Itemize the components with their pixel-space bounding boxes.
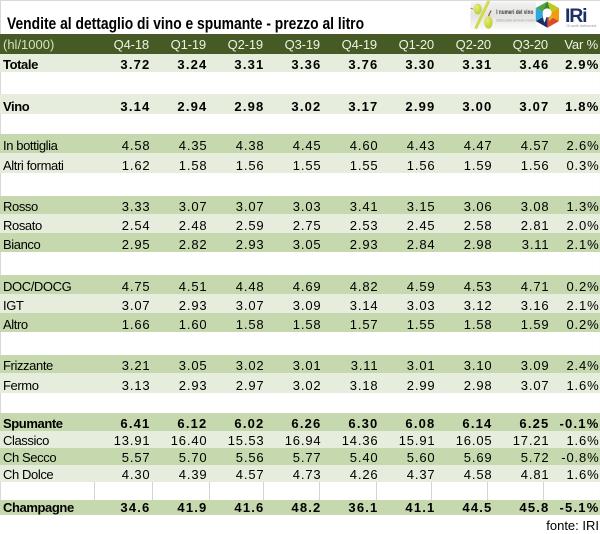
svg-text:I numeri del vino: I numeri del vino [496,9,533,16]
svg-text:IRi: IRi [565,5,587,27]
svg-text:Growth delivered.: Growth delivered. [566,23,597,28]
svg-text:Statistiche produttive, dati d: Statistiche produttive, dati di mercato … [496,18,535,22]
